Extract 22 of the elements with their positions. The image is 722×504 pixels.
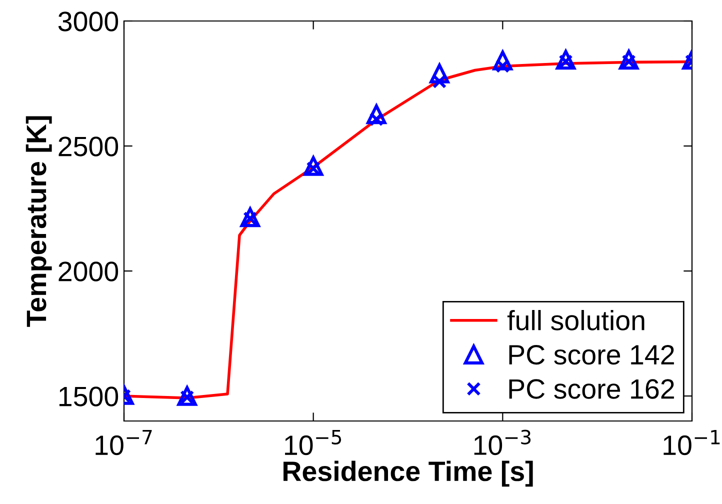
y-tick-label: 3000	[58, 12, 118, 32]
legend-label: full solution	[507, 310, 644, 330]
y-axis-title: Temperature [K]	[26, 116, 52, 327]
point	[556, 50, 576, 70]
point	[177, 386, 197, 406]
x-tick-label: 10$^{−3}$	[474, 430, 531, 456]
legend-label: PC score 142	[509, 344, 674, 365]
x-tick-label: 10$^{−7}$	[96, 430, 152, 456]
point	[366, 104, 386, 124]
legend-label: PC score 162	[509, 379, 674, 399]
point	[492, 50, 513, 70]
y-tick-label: 2000	[58, 262, 118, 282]
x-tick-label: 10$^{−5}$	[285, 430, 342, 456]
point	[430, 64, 450, 84]
x-tick-label: 10$^{−1}$	[664, 430, 720, 456]
point	[618, 50, 639, 70]
x-axis-title: Residence Time [s]	[284, 460, 533, 487]
point	[432, 74, 447, 89]
point	[240, 207, 260, 228]
y-tick-label: 1500	[59, 386, 118, 406]
y-tick-label: 2500	[58, 136, 118, 156]
point	[303, 156, 324, 176]
